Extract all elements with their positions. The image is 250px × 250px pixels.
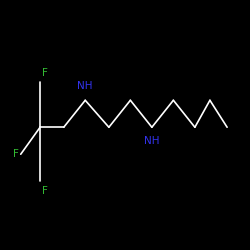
Text: F: F: [42, 68, 48, 78]
Text: F: F: [42, 186, 48, 196]
Text: NH: NH: [144, 136, 160, 146]
Text: NH: NH: [78, 81, 93, 91]
Text: F: F: [13, 149, 18, 159]
